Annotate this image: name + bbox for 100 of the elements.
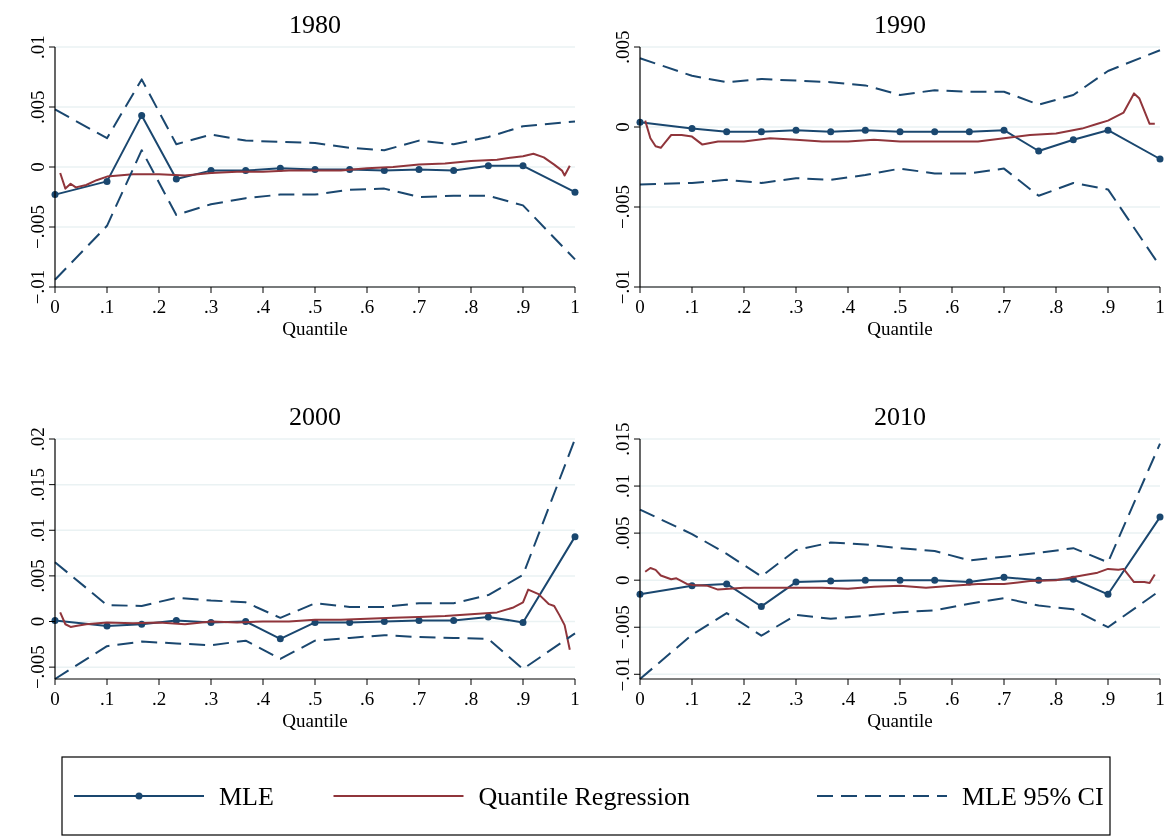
x-tick-label: .5	[892, 296, 908, 317]
point	[380, 618, 388, 626]
point	[1104, 126, 1112, 134]
point	[861, 126, 869, 134]
point	[519, 162, 527, 170]
point	[571, 188, 579, 196]
chart-title: 1980	[289, 10, 341, 39]
x-tick-label: .3	[203, 688, 219, 709]
x-tick-label: 1	[1155, 688, 1165, 709]
x-tick-label: .2	[736, 296, 752, 317]
point	[896, 128, 904, 136]
legend-label: MLE 95% CI	[962, 782, 1104, 811]
point	[723, 580, 731, 588]
y-tick-label: .01	[612, 474, 633, 498]
x-tick-label: .3	[788, 688, 804, 709]
x-tick-label: .1	[684, 296, 700, 317]
x-tick-label: .4	[255, 688, 271, 709]
x-tick-label: .8	[1048, 296, 1064, 317]
y-tick-label: 0	[27, 162, 48, 172]
x-tick-label: 1	[570, 296, 580, 317]
x-tick-label: .2	[151, 688, 167, 709]
chart-title: 2000	[289, 402, 341, 431]
point	[450, 167, 458, 175]
x-tick-label: .6	[944, 296, 960, 317]
x-tick-label: .1	[684, 688, 700, 709]
x-tick-label: .9	[1100, 688, 1116, 709]
x-tick-label: .2	[736, 688, 752, 709]
x-tick-label: .5	[307, 688, 323, 709]
point	[172, 175, 180, 183]
point	[415, 165, 423, 173]
x-tick-label: .5	[307, 296, 323, 317]
y-tick-label: −.005	[27, 205, 48, 249]
point	[757, 603, 765, 611]
x-tick-label: .6	[359, 296, 375, 317]
point	[723, 128, 731, 136]
point	[484, 162, 492, 170]
point	[1156, 513, 1164, 521]
x-tick-label: .7	[411, 688, 427, 709]
y-tick-label: −.01	[612, 269, 633, 305]
point	[1000, 573, 1008, 581]
chart-title: 2010	[874, 402, 926, 431]
point	[688, 125, 696, 133]
line-series	[59, 152, 571, 190]
x-tick-label: .4	[840, 296, 856, 317]
line-series	[644, 566, 1156, 591]
x-tick-label: .1	[99, 296, 115, 317]
x-tick-label: .3	[203, 296, 219, 317]
x-tick-label: .6	[944, 688, 960, 709]
y-tick-label: .015	[612, 422, 633, 456]
x-axis-title: Quantile	[867, 318, 933, 339]
x-tick-label: 1	[1155, 296, 1165, 317]
y-tick-label: 0	[612, 122, 633, 132]
x-tick-label: .2	[151, 296, 167, 317]
y-tick-label: .01	[27, 35, 48, 59]
line-series	[59, 588, 571, 651]
legend-label: MLE	[219, 782, 274, 811]
y-tick-label: .02	[27, 427, 48, 451]
point	[931, 576, 939, 584]
point	[484, 613, 492, 621]
point	[827, 128, 835, 136]
x-tick-label: .9	[515, 296, 531, 317]
x-tick-label: .9	[515, 688, 531, 709]
x-tick-label: .7	[996, 688, 1012, 709]
x-tick-label: .4	[840, 688, 856, 709]
point	[827, 577, 835, 585]
chart-title: 1990	[874, 10, 926, 39]
point	[931, 128, 939, 136]
y-tick-label: −.005	[612, 605, 633, 650]
line-series	[639, 49, 1161, 106]
y-tick-label: .005	[612, 516, 633, 550]
point	[380, 167, 388, 175]
y-tick-label: −.01	[27, 269, 48, 305]
point	[276, 635, 284, 643]
y-tick-label: .005	[27, 559, 48, 593]
x-tick-label: .6	[359, 688, 375, 709]
x-tick-label: .1	[99, 688, 115, 709]
y-tick-label: −.01	[612, 657, 633, 692]
point	[792, 126, 800, 134]
line-series	[54, 78, 576, 152]
point	[965, 128, 973, 136]
x-tick-label: .8	[1048, 688, 1064, 709]
point	[1000, 126, 1008, 134]
point	[757, 128, 765, 136]
x-tick-label: .7	[411, 296, 427, 317]
x-axis-title: Quantile	[282, 318, 348, 339]
y-tick-label: .005	[612, 30, 633, 64]
point	[1035, 147, 1043, 155]
y-tick-label: 0	[612, 575, 633, 585]
y-tick-label: .005	[27, 90, 48, 124]
point	[450, 617, 458, 625]
y-tick-label: .01	[27, 518, 48, 543]
line-series	[54, 149, 576, 281]
legend-label: Quantile Regression	[478, 782, 691, 811]
line-series	[639, 442, 1161, 578]
x-tick-label: .4	[255, 296, 271, 317]
y-tick-label: −.005	[612, 185, 633, 229]
x-tick-label: .3	[788, 296, 804, 317]
x-tick-label: .8	[463, 296, 479, 317]
point	[519, 618, 527, 626]
point	[792, 578, 800, 586]
